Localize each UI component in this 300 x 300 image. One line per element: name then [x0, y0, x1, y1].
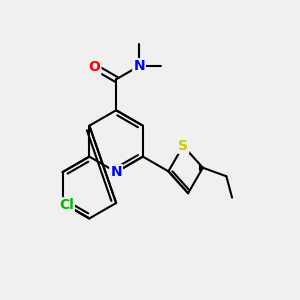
Text: N: N	[110, 165, 122, 179]
Text: Cl: Cl	[59, 198, 74, 212]
Text: S: S	[178, 139, 188, 153]
Text: O: O	[88, 60, 101, 74]
Text: N: N	[133, 59, 145, 73]
